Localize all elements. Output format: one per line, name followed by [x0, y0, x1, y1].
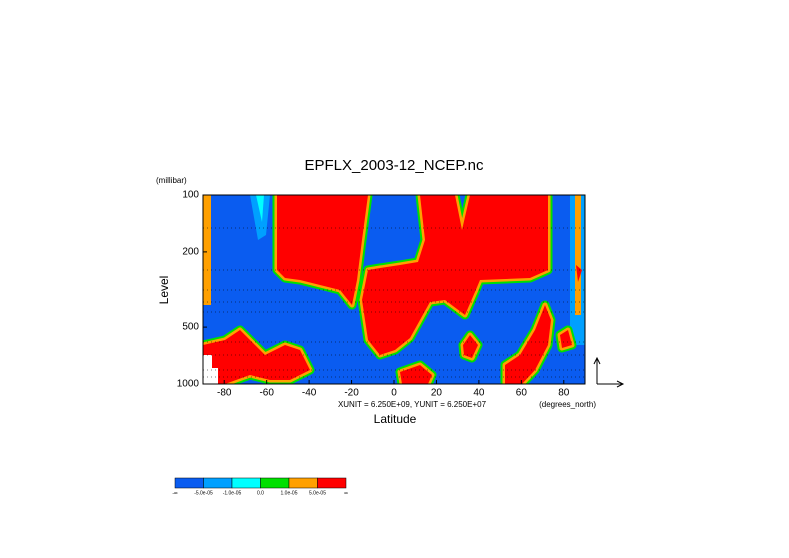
x-tick-label: 0 — [391, 388, 397, 399]
contour-fill — [203, 195, 585, 384]
x-axis-label: Latitude — [374, 412, 417, 426]
x-tick-label: 80 — [558, 388, 570, 399]
colorbar-label: -5.0e-05 — [194, 490, 213, 496]
x-tick-label: -20 — [344, 388, 359, 399]
y-axis-label: Level — [157, 276, 171, 305]
x-tick-label: -80 — [217, 388, 232, 399]
x-tick-label: -40 — [302, 388, 317, 399]
colorbar-label: 1.0e-05 — [281, 490, 298, 496]
x-tick-label: -60 — [259, 388, 274, 399]
x-unit: (degrees_north) — [539, 400, 596, 409]
vector-scale — [593, 356, 625, 388]
y-tick-label: 100 — [182, 190, 199, 201]
x-tick-label: 40 — [473, 388, 485, 399]
colorbar-label: 5.0e-05 — [309, 490, 326, 496]
colorbar-label: -∞ — [172, 490, 178, 496]
colorbar-label: 0.0 — [257, 490, 264, 496]
x-tick-label: 20 — [431, 388, 443, 399]
colorbar-label: -1.0e-05 — [223, 490, 242, 496]
y-tick-label: 1000 — [177, 379, 200, 390]
y-tick-label: 200 — [182, 247, 199, 258]
y-tick-label: 500 — [182, 322, 199, 333]
annotation: XUNIT = 6.250E+09, YUNIT = 6.250E+07 — [338, 400, 487, 409]
colorbar-swatch — [260, 477, 290, 489]
y-unit: (millibar) — [156, 176, 187, 185]
colorbar-label: ∞ — [344, 490, 348, 496]
colorbar-swatch — [288, 477, 318, 489]
x-tick-label: 60 — [516, 388, 528, 399]
colorbar-swatch — [174, 477, 204, 489]
chart-title: EPFLX_2003-12_NCEP.nc — [304, 157, 484, 174]
colorbar-swatch — [203, 477, 233, 489]
colorbar-swatch — [317, 477, 347, 489]
colorbar-swatch — [231, 477, 261, 489]
